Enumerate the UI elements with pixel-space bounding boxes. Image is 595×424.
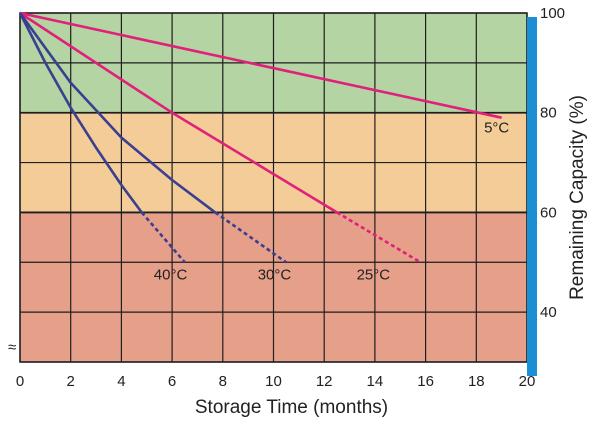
y-tick-80: 80 [540, 105, 557, 122]
x-tick-12: 12 [316, 373, 333, 390]
y-axis-title: Remaining Capacity (%) [567, 95, 588, 300]
series-40C-solid [18, 12, 143, 214]
series-40C-dashed [140, 211, 186, 264]
x-tick-0: 0 [16, 373, 24, 390]
x-tick-10: 10 [265, 373, 282, 390]
series-30C-solid [18, 12, 216, 214]
label-5C: 5°C [484, 120, 509, 137]
x-tick-labels: 0 2 4 6 8 10 12 14 16 18 20 [16, 373, 536, 390]
curves: 5°C 25°C 30°C 40°C [18, 11, 509, 284]
series-5C-solid [19, 11, 502, 119]
grid-lines [19, 12, 528, 363]
label-40C: 40°C [154, 267, 188, 284]
x-tick-4: 4 [117, 373, 125, 390]
label-25C: 25°C [357, 267, 391, 284]
right-axis-bar [527, 17, 537, 376]
x-axis-title: Storage Time (months) [195, 397, 388, 418]
y-tick-40: 40 [540, 304, 557, 321]
axis-break-mark: ≈ [8, 339, 16, 356]
x-tick-14: 14 [367, 373, 384, 390]
series-30C-dashed [214, 211, 287, 264]
x-tick-2: 2 [67, 373, 75, 390]
x-tick-8: 8 [219, 373, 227, 390]
series-25C-solid [19, 11, 338, 214]
x-tick-18: 18 [468, 373, 485, 390]
x-tick-6: 6 [168, 373, 176, 390]
x-tick-16: 16 [417, 373, 434, 390]
label-30C: 30°C [258, 267, 292, 284]
x-tick-20: 20 [519, 373, 536, 390]
y-tick-60: 60 [540, 204, 557, 221]
series-25C-dashed [336, 211, 422, 264]
y-tick-100: 100 [540, 5, 565, 22]
y-tick-labels: 100 80 60 40 [540, 5, 565, 321]
